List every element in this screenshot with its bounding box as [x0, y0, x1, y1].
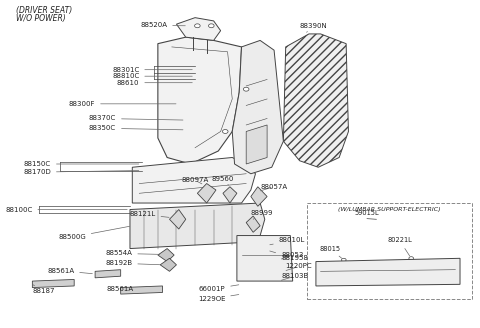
- Text: 88010L: 88010L: [270, 237, 305, 245]
- Text: W/O POWER): W/O POWER): [16, 14, 66, 23]
- Text: 88610: 88610: [117, 80, 192, 86]
- Text: 88097A: 88097A: [181, 177, 209, 184]
- Polygon shape: [158, 249, 174, 261]
- Text: 88100C: 88100C: [5, 207, 127, 213]
- Polygon shape: [95, 270, 120, 278]
- Polygon shape: [130, 203, 265, 249]
- Circle shape: [341, 258, 346, 261]
- Polygon shape: [169, 210, 186, 229]
- Polygon shape: [283, 34, 348, 167]
- Text: 88187: 88187: [32, 284, 55, 295]
- Polygon shape: [197, 183, 216, 203]
- Circle shape: [243, 87, 249, 91]
- Polygon shape: [316, 258, 460, 286]
- Circle shape: [208, 24, 214, 28]
- Bar: [307, 203, 472, 299]
- Text: 88561A: 88561A: [47, 268, 92, 274]
- Text: 88520A: 88520A: [140, 22, 185, 29]
- Polygon shape: [246, 216, 260, 232]
- Polygon shape: [232, 40, 283, 174]
- Polygon shape: [158, 37, 241, 164]
- Circle shape: [222, 130, 228, 133]
- Text: 88015: 88015: [319, 246, 342, 258]
- Text: 88057A: 88057A: [260, 184, 287, 191]
- Text: 88121L: 88121L: [129, 212, 169, 217]
- Text: 88810C: 88810C: [112, 73, 192, 79]
- Polygon shape: [223, 187, 237, 203]
- Text: (W/LUMBAR SUPPORT-ELECTRIC): (W/LUMBAR SUPPORT-ELECTRIC): [338, 207, 441, 212]
- Polygon shape: [251, 187, 267, 206]
- Text: 88103B: 88103B: [281, 273, 308, 280]
- Text: 80221L: 80221L: [387, 237, 412, 256]
- Polygon shape: [132, 157, 255, 203]
- Text: 1229OE: 1229OE: [198, 295, 239, 302]
- Text: 88150C: 88150C: [24, 161, 139, 167]
- Text: 88301C: 88301C: [112, 67, 192, 73]
- Text: 88390N: 88390N: [300, 23, 327, 32]
- Text: 1220PC: 1220PC: [286, 263, 312, 271]
- Text: 88554A: 88554A: [106, 251, 160, 256]
- Circle shape: [409, 257, 414, 260]
- Text: 88170D: 88170D: [23, 169, 139, 175]
- Text: 88300F: 88300F: [69, 101, 176, 107]
- Text: 59015L: 59015L: [355, 210, 379, 216]
- Polygon shape: [237, 236, 293, 281]
- Text: 88192B: 88192B: [105, 260, 160, 266]
- Text: 88500G: 88500G: [58, 226, 130, 240]
- Text: 88350C: 88350C: [89, 125, 183, 131]
- Text: 89560: 89560: [212, 175, 234, 185]
- Polygon shape: [177, 18, 221, 40]
- Polygon shape: [120, 286, 163, 294]
- Text: 88999: 88999: [251, 210, 273, 219]
- Text: 88370C: 88370C: [89, 115, 183, 121]
- Text: 88053: 88053: [281, 252, 303, 259]
- Text: 88561A: 88561A: [107, 286, 134, 292]
- Polygon shape: [160, 258, 177, 271]
- Text: 881958: 881958: [270, 251, 308, 261]
- Polygon shape: [246, 125, 267, 164]
- Text: 66001P: 66001P: [199, 285, 239, 292]
- Text: (DRIVER SEAT): (DRIVER SEAT): [16, 6, 72, 15]
- Polygon shape: [32, 279, 74, 288]
- Circle shape: [194, 24, 200, 28]
